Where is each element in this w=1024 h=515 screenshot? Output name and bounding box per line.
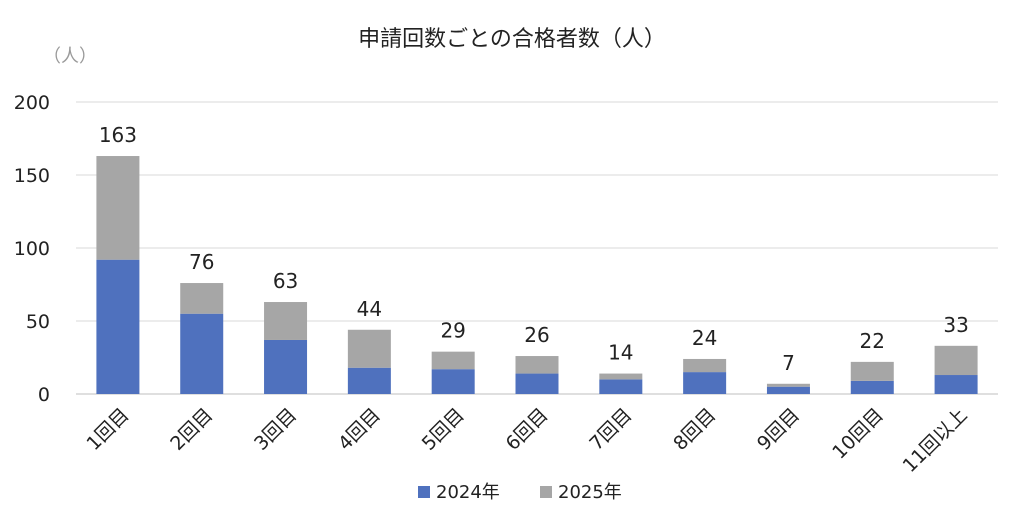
bar-segment-2024 — [347, 367, 391, 394]
y-axis-ticks: 0 50 100 150 200 — [14, 92, 50, 406]
gridlines — [76, 101, 998, 395]
bar-segment-2024 — [180, 313, 224, 394]
legend-swatch-2025 — [540, 486, 552, 498]
legend: 2024年 2025年 — [418, 482, 622, 503]
y-tick-label: 0 — [38, 384, 50, 406]
x-tick-label: 3回目 — [250, 404, 301, 455]
y-tick-label: 100 — [14, 238, 50, 260]
total-label: 44 — [357, 297, 382, 321]
x-tick-label: 4回目 — [334, 404, 385, 455]
total-label: 163 — [99, 123, 137, 147]
bar-segment-2025 — [850, 361, 894, 381]
bar-segment-2025 — [96, 156, 140, 260]
bar-segment-2024 — [850, 380, 894, 394]
bar-segment-2024 — [264, 339, 308, 394]
y-unit-label: （人） — [43, 46, 97, 67]
legend-label-2024: 2024年 — [436, 482, 500, 503]
x-tick-label: 10回目 — [828, 404, 888, 464]
bar-segment-2025 — [599, 373, 643, 380]
bar-segment-2025 — [683, 358, 727, 373]
x-axis-ticks: 1回目 2回目 3回目 4回目 5回目 6回目 7回目 8回目 9回目 10回目 11回以上 — [82, 404, 971, 477]
chart-title: 申請回数ごとの合格者数（人） — [358, 27, 666, 52]
total-label: 24 — [692, 326, 717, 350]
bar-segment-2024 — [515, 373, 559, 394]
bar-segment-2025 — [431, 351, 475, 370]
total-label: 7 — [782, 351, 795, 375]
x-tick-label: 5回目 — [418, 404, 469, 455]
x-tick-label: 7回目 — [585, 404, 636, 455]
bar-segment-2024 — [431, 369, 475, 394]
total-label: 26 — [524, 323, 549, 347]
bar-segment-2024 — [683, 372, 727, 394]
bar-segment-2024 — [96, 259, 140, 394]
bars — [96, 156, 978, 394]
bar-segment-2024 — [934, 375, 978, 394]
y-tick-label: 150 — [14, 165, 50, 187]
x-tick-label: 6回目 — [502, 404, 553, 455]
x-tick-label: 1回目 — [82, 404, 133, 455]
y-tick-label: 50 — [26, 311, 50, 333]
total-label: 63 — [273, 269, 298, 293]
x-tick-label: 2回目 — [166, 404, 217, 455]
bar-segment-2024 — [599, 379, 643, 394]
bar-segment-2025 — [515, 356, 559, 374]
bar-segment-2025 — [766, 383, 810, 387]
total-label: 29 — [440, 319, 465, 343]
bar-segment-2025 — [264, 302, 308, 340]
bar-segment-2025 — [347, 329, 391, 368]
total-label: 14 — [608, 341, 633, 365]
bar-segment-2025 — [934, 345, 978, 376]
x-tick-label: 11回以上 — [899, 404, 972, 477]
y-tick-label: 200 — [14, 92, 50, 114]
x-tick-label: 9回目 — [753, 404, 804, 455]
bar-segment-2024 — [766, 386, 810, 394]
total-label: 33 — [943, 313, 968, 337]
total-labels: 163 76 63 44 29 26 14 24 7 22 33 — [99, 123, 969, 375]
total-label: 22 — [860, 329, 885, 353]
legend-swatch-2024 — [418, 486, 430, 498]
legend-label-2025: 2025年 — [558, 482, 622, 503]
x-tick-label: 8回目 — [669, 404, 720, 455]
total-label: 76 — [189, 250, 214, 274]
bar-segment-2025 — [180, 283, 224, 314]
